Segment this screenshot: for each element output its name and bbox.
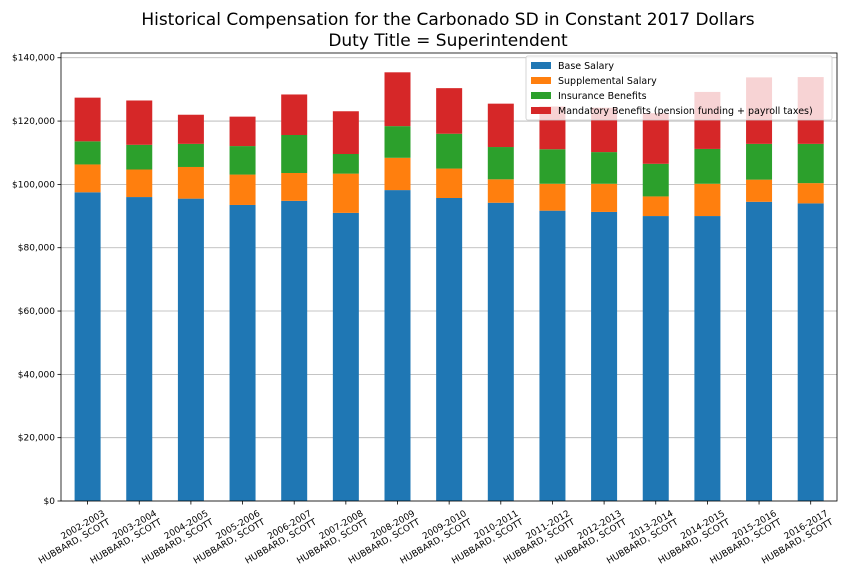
legend-swatch [531, 77, 551, 84]
bar-segment [332, 153, 359, 174]
bar-segment [642, 216, 669, 501]
bar-segment [591, 152, 618, 184]
chart-subtitle: Duty Title = Superintendent [328, 31, 568, 51]
bar-segment [74, 164, 101, 193]
bar-segment [642, 163, 669, 197]
y-tick-label: $20,000 [18, 434, 55, 444]
legend-label: Mandatory Benefits (pension funding + pa… [558, 106, 813, 117]
bar-segment [126, 197, 153, 502]
bar-segment [539, 149, 566, 184]
y-tick-label: $0 [44, 497, 56, 507]
chart-title: Historical Compensation for the Carbonad… [141, 10, 754, 30]
bar-segment [229, 174, 256, 205]
bar-segment [539, 210, 566, 502]
y-tick-label: $40,000 [18, 370, 55, 380]
legend-swatch [531, 62, 551, 69]
bar-segment [746, 143, 773, 180]
bar-segment [436, 168, 463, 199]
bar-segment [126, 169, 153, 198]
bar-segment [642, 113, 669, 164]
bar-segment [487, 147, 514, 180]
bar-segment [436, 198, 463, 502]
bar-segment [746, 201, 773, 501]
bar-segment [384, 190, 411, 501]
legend-label: Base Salary [558, 61, 614, 72]
bar-segment [177, 166, 204, 199]
bar-segment [487, 202, 514, 501]
legend-swatch [531, 107, 551, 114]
y-tick-label: $140,000 [12, 54, 55, 64]
y-axis: $0 $20,000 $40,000 $60,000 $80,000 $100,000 $1… [12, 54, 61, 507]
bar-segment [539, 183, 566, 211]
bar-segment [384, 157, 411, 191]
bar-segment [384, 72, 411, 127]
bar-segment [74, 192, 101, 501]
bar-segment [229, 204, 256, 501]
bar-segment [281, 200, 308, 501]
bar-segment [126, 100, 153, 145]
bar-segment [746, 179, 773, 202]
bar-segment [74, 141, 101, 165]
bar-segment [281, 172, 308, 201]
bars [74, 72, 824, 502]
bar-segment [694, 183, 721, 217]
y-tick-label: $120,000 [12, 117, 55, 127]
legend: Base Salary Supplemental Salary Insurance … [525, 55, 833, 121]
bar-segment [591, 211, 618, 501]
bar-segment [177, 198, 204, 501]
bar-segment [126, 144, 153, 170]
x-axis: 2002-2003HUBBARD, SCOTT 2003-2004HUBBARD,… [37, 501, 836, 567]
bar-segment [642, 196, 669, 217]
y-tick-label: $60,000 [18, 307, 55, 317]
bar-segment [177, 114, 204, 144]
bar-segment [797, 143, 824, 184]
y-tick-label: $80,000 [18, 244, 55, 254]
legend-swatch [531, 92, 551, 99]
bar-segment [74, 97, 101, 142]
bar-segment [177, 143, 204, 167]
bar-segment [797, 183, 824, 204]
bar-segment [591, 183, 618, 212]
bar-segment [281, 135, 308, 173]
bar-segment [332, 173, 359, 213]
bar-segment [332, 111, 359, 154]
bar-segment [694, 216, 721, 501]
legend-label: Supplemental Salary [558, 76, 657, 87]
bar-segment [694, 148, 721, 184]
legend-label: Insurance Benefits [558, 91, 647, 102]
bar-segment [229, 146, 256, 175]
bar-segment [281, 94, 308, 136]
bar-segment [797, 203, 824, 502]
y-tick-label: $100,000 [12, 180, 55, 190]
bar-segment [487, 179, 514, 203]
bar-segment [229, 116, 256, 147]
bar-segment [384, 126, 411, 158]
bar-segment [436, 133, 463, 169]
bar-segment [487, 103, 514, 148]
legend-box [525, 55, 833, 121]
bar-segment [436, 88, 463, 134]
bar-segment [332, 212, 359, 501]
